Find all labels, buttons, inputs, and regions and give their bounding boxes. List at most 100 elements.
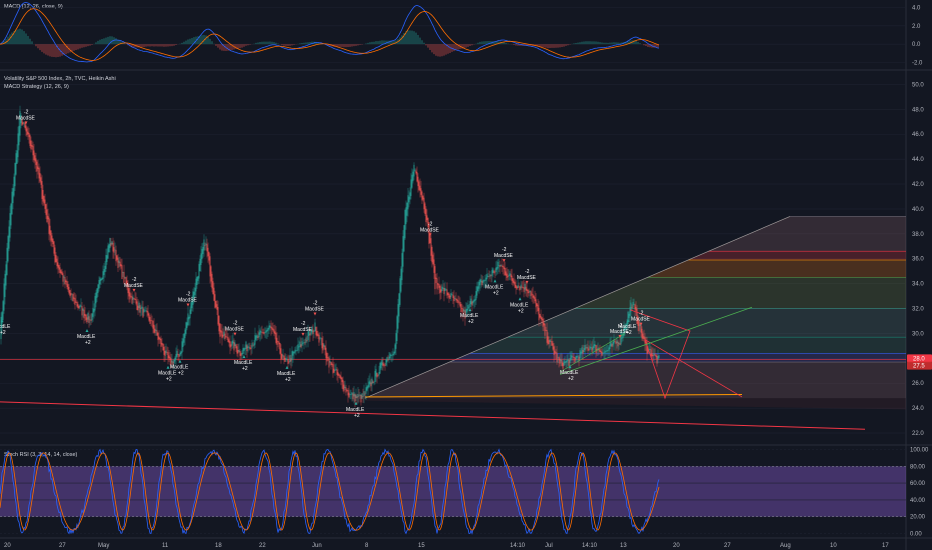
- candle-body: [622, 333, 624, 339]
- candle-body: [542, 318, 544, 327]
- candle-body: [525, 286, 527, 291]
- candle-body: [156, 330, 158, 336]
- candle-body: [531, 293, 533, 295]
- candle-body: [102, 271, 104, 279]
- candle-body: [119, 261, 121, 267]
- candle-body: [550, 340, 552, 342]
- candle-body: [309, 333, 311, 336]
- candle-body: [227, 336, 229, 343]
- signal-qty: -2: [301, 321, 306, 327]
- candle-body: [137, 305, 139, 311]
- fib-fan-drawing[interactable]: [364, 216, 906, 410]
- macd-pane[interactable]: MACD (12, 26, close, 9) 4.0 2.0 0.0 -2.0: [0, 2, 923, 67]
- signal-arrow-down: [502, 259, 506, 263]
- candle-body: [264, 332, 266, 334]
- candle-body: [392, 353, 394, 356]
- macd-tick-label: -2.0: [912, 61, 923, 67]
- candle-body: [465, 308, 467, 315]
- signal-qty: +2: [285, 377, 291, 383]
- candle-body: [496, 267, 498, 270]
- candle-body: [376, 372, 378, 378]
- candle-body: [43, 195, 45, 204]
- candle-body: [555, 352, 557, 354]
- candle-body: [429, 233, 431, 244]
- candle-body: [511, 275, 513, 282]
- candle-body: [300, 344, 302, 348]
- candle-body: [117, 257, 119, 269]
- candle-body: [14, 163, 16, 187]
- candle-body: [562, 363, 564, 369]
- candle-body: [141, 306, 143, 309]
- candle-body: [236, 346, 238, 354]
- candle-body: [9, 213, 11, 238]
- candle-body: [420, 188, 422, 195]
- fib-fan-area: [365, 216, 906, 410]
- candle-body: [655, 354, 657, 358]
- candle-body: [260, 331, 262, 333]
- time-tick-label: 27: [59, 543, 66, 549]
- candle-body: [373, 381, 375, 383]
- candle-body: [652, 354, 654, 357]
- candle-body: [362, 396, 364, 397]
- candle-body: [467, 305, 469, 311]
- candle-body: [45, 204, 47, 215]
- candle-body: [385, 359, 387, 366]
- candle-body: [519, 286, 521, 291]
- candle-body: [121, 265, 123, 280]
- candle-body: [183, 333, 185, 343]
- candle-body: [632, 302, 634, 308]
- candle-body: [216, 304, 218, 310]
- candle-body: [42, 190, 44, 202]
- candle-body: [377, 375, 379, 376]
- candle-body: [317, 333, 319, 336]
- stoch-tick-label: 100.00: [910, 448, 929, 454]
- candle-body: [566, 359, 568, 362]
- candle-body: [173, 359, 175, 364]
- signal-label: MacdLE: [170, 365, 189, 371]
- candle-body: [8, 226, 10, 249]
- candle-body: [457, 300, 459, 304]
- candle-body: [163, 346, 165, 355]
- candle-body: [297, 344, 299, 351]
- candle-body: [424, 203, 426, 214]
- candle-body: [584, 345, 586, 351]
- candle-body: [115, 249, 117, 262]
- candle-body: [199, 258, 201, 272]
- candle-body: [361, 393, 363, 399]
- candle-body: [209, 256, 211, 277]
- stoch-rsi-pane[interactable]: Stoch RSI (3, 3, 14, 14, close) 100.00 80…: [0, 448, 929, 538]
- price-axis: 50.0 48.0 46.0 44.0 42.0 40.0 38.0 36.0 34.0 32.0…: [912, 82, 924, 437]
- trend-line-red[interactable]: [0, 401, 866, 430]
- candle-body: [237, 349, 239, 354]
- time-tick-label: Aug: [780, 543, 791, 549]
- candle-body: [365, 387, 367, 394]
- candle-body: [402, 236, 404, 267]
- candle-body: [612, 341, 614, 346]
- candle-body: [397, 304, 399, 329]
- candle-body: [12, 188, 14, 204]
- channel-line-green: [559, 333, 626, 373]
- support-line-orange[interactable]: [364, 393, 743, 398]
- candle-body: [428, 222, 430, 244]
- candle-body: [100, 279, 102, 281]
- candle-body: [251, 343, 253, 349]
- candle-body: [262, 331, 264, 333]
- pattern-drawings[interactable]: [559, 306, 753, 400]
- candle-body: [7, 235, 9, 262]
- candle-body: [194, 287, 196, 295]
- candle-body: [188, 317, 190, 320]
- candle-body: [96, 288, 98, 298]
- candle-body: [358, 395, 360, 397]
- price-pane[interactable]: MacdLE+2-2MacdSE-2MacdSEMacdLE+2-2MacdSE…: [0, 76, 932, 437]
- candle-body: [245, 341, 247, 349]
- candle-body: [580, 351, 582, 355]
- time-tick-label: 27: [724, 543, 731, 549]
- candle-body: [449, 295, 451, 299]
- candle-body: [224, 333, 226, 339]
- candle-body: [40, 177, 42, 185]
- candle-body: [193, 291, 195, 299]
- candle-body: [497, 261, 499, 269]
- signal-arrow-down: [186, 303, 190, 307]
- signal-label: MacdSE: [517, 275, 537, 281]
